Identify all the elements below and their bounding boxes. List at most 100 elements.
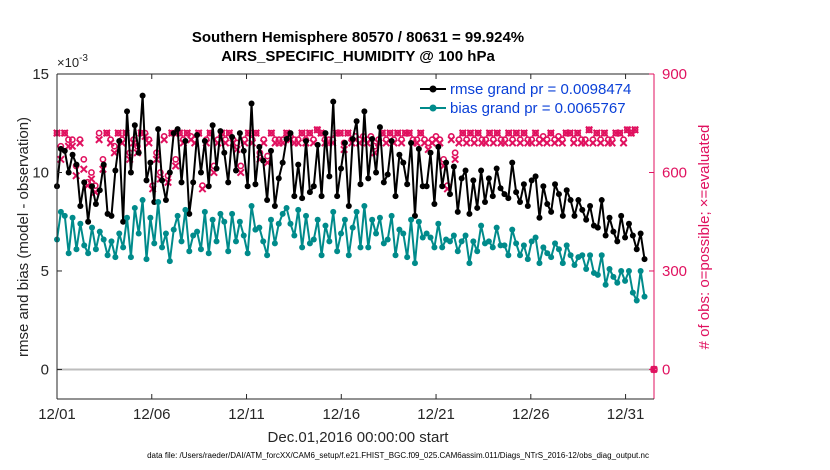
y-exponent-power: -3 [79,53,88,64]
bias-point [271,240,278,247]
rmse-point [408,139,415,146]
bias-point [197,246,204,253]
count-evaluated-point [531,129,540,137]
bias-point [143,256,150,263]
bias-point [318,252,325,259]
rmse-point [213,165,220,172]
rmse-point [629,232,636,239]
rmse-point [143,177,150,184]
rmse-point [96,187,103,194]
y-axis-label-right: # of obs: o=possible; ×=evaluated [696,125,713,350]
rmse-point [135,149,142,156]
count-evaluated-point [336,129,345,137]
rmse-point [400,159,407,166]
y-tick-label: 15 [32,66,49,83]
rmse-point [439,183,446,190]
count-possible-point [593,129,601,137]
rmse-point [555,191,562,198]
rmse-point [415,145,422,152]
count-evaluated-point [95,135,104,144]
count-possible-point [474,129,482,137]
bias-point [509,226,516,233]
bias-point [501,242,508,249]
bias-point [373,230,380,237]
rmse-point [466,210,473,217]
count-possible-point [505,129,513,137]
count-evaluated-point [412,139,421,147]
rmse-point [536,214,543,221]
rmse-point [334,193,341,200]
bias-point [330,208,337,215]
bias-point [182,206,189,213]
bias-point [357,244,364,251]
bias-point [112,254,119,261]
count-possible-point [68,136,76,144]
rmse-point [625,220,632,227]
rmse-point [159,177,166,184]
bias-point [326,238,333,245]
bias-point [338,230,345,237]
count-evaluated-point [447,135,456,144]
count-possible-point [114,129,122,137]
bias-point [548,254,555,261]
bias-point [415,218,422,225]
rmse-point [454,208,461,215]
count-possible-point [95,129,103,137]
count-evaluated-point [470,139,479,147]
rmse-point [517,199,524,206]
bias-point [155,199,162,206]
rmse-point [637,230,644,237]
bias-point [618,267,625,274]
bias-point [614,279,621,286]
bias-point [201,208,208,215]
bias-point [287,220,294,227]
rmse-point [318,193,325,200]
count-possible-point [493,129,501,137]
bias-point [489,244,496,251]
rmse-point [485,175,492,182]
bias-point [411,260,418,267]
bias-point [361,202,368,209]
count-evaluated-point [500,139,509,147]
count-evaluated-point [512,129,521,137]
count-possible-point [313,126,321,134]
bias-point [151,240,158,247]
bias-point [256,224,263,231]
bias-point [57,208,64,215]
rmse-point [205,183,212,190]
bias-point [306,240,313,247]
rmse-point [606,214,613,221]
bias-point [178,238,185,245]
bias-point [513,240,520,247]
rmse-point [322,130,329,137]
legend-marker-bias [429,104,437,112]
count-evaluated-point [416,129,425,137]
count-evaluated-point [474,129,483,137]
count-evaluated-point [397,139,406,147]
rmse-point [559,212,566,219]
rmse-point [271,202,278,209]
count-evaluated-point [60,129,69,137]
rmse-point [186,210,193,217]
legend: rmse grand pr = 0.0098474 bias grand pr … [420,81,631,117]
count-evaluated-point [305,129,314,137]
bias-point [135,230,142,237]
rmse-point [509,159,516,166]
count-possible-point [183,129,191,137]
rmse-point [232,167,239,174]
rmse-point [641,256,648,263]
bias-point [478,222,485,229]
count-evaluated-point [382,139,391,147]
x-tick-label: 12/06 [133,406,171,423]
count-possible-point [601,129,608,137]
rmse-point [583,216,590,223]
rmse-point [229,134,236,141]
bias-point [583,266,590,272]
rmse-point [244,183,251,190]
rmse-point [594,224,601,231]
legend-marker-rmse [429,85,437,93]
rmse-point [65,169,72,176]
rmse-point [170,130,177,137]
bias-point [524,256,531,263]
bias-point [431,244,438,251]
